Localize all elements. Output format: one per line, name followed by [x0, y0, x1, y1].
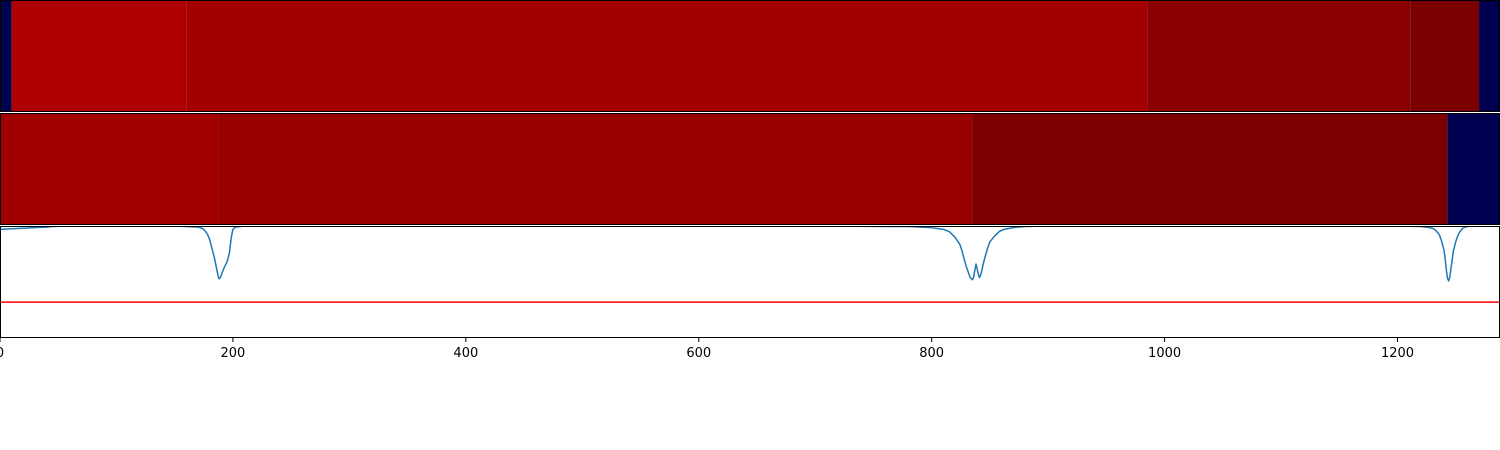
heatmap-1-segment-5	[1410, 0, 1480, 112]
heatmap-1-segment-1	[0, 0, 12, 112]
x-tick-label-200: 200	[221, 346, 246, 361]
heatmap-1-segment-4	[1147, 0, 1411, 112]
x-axis: 0 200 400 600 800 1000 1200	[0, 338, 1414, 361]
heatmap-strip-1	[0, 0, 1500, 112]
heatmap-1-segment-6	[1479, 0, 1500, 112]
heatmap-strip-2	[0, 113, 1500, 225]
x-tick-label-0: 0	[0, 346, 4, 361]
heatmap-2-segment-1	[0, 113, 219, 225]
line-plot-panel	[0, 226, 1500, 303]
heatmap-2-segment-3	[972, 113, 1448, 225]
x-tick-label-1000: 1000	[1148, 346, 1181, 361]
x-tick-label-600: 600	[686, 346, 711, 361]
heatmap-1-segment-2	[11, 0, 187, 112]
heatmap-1-segment-3	[186, 0, 1148, 112]
x-tick-label-800: 800	[919, 346, 944, 361]
x-tick-label-1200: 1200	[1381, 346, 1414, 361]
heatmap-2-segment-2	[218, 113, 973, 225]
heatmap-2-segment-4	[1447, 113, 1500, 225]
x-tick-label-400: 400	[453, 346, 478, 361]
series-line-1	[0, 226, 1500, 282]
